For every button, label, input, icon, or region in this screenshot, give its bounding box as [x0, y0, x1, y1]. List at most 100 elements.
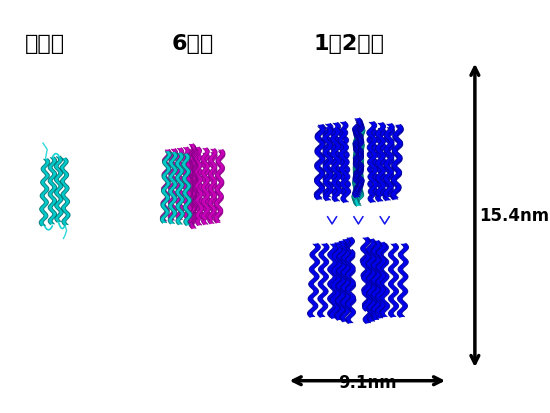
- Polygon shape: [355, 131, 362, 204]
- Polygon shape: [380, 244, 388, 318]
- Polygon shape: [189, 154, 196, 226]
- Polygon shape: [353, 121, 364, 195]
- Text: 15.4nm: 15.4nm: [480, 207, 549, 225]
- Polygon shape: [208, 152, 217, 224]
- Polygon shape: [342, 249, 349, 322]
- Polygon shape: [354, 128, 363, 201]
- Polygon shape: [177, 154, 183, 225]
- Polygon shape: [316, 127, 323, 200]
- Polygon shape: [385, 124, 392, 198]
- Polygon shape: [353, 122, 364, 196]
- Polygon shape: [336, 241, 346, 315]
- Polygon shape: [362, 250, 371, 323]
- Polygon shape: [377, 245, 384, 319]
- Polygon shape: [182, 147, 192, 220]
- Text: 9.1nm: 9.1nm: [338, 374, 397, 392]
- Polygon shape: [346, 238, 354, 311]
- Polygon shape: [317, 244, 329, 318]
- Polygon shape: [189, 156, 195, 228]
- Polygon shape: [397, 244, 409, 318]
- Polygon shape: [50, 158, 55, 225]
- Polygon shape: [54, 157, 63, 223]
- Polygon shape: [362, 238, 370, 311]
- Polygon shape: [353, 131, 364, 205]
- Polygon shape: [187, 149, 198, 221]
- Polygon shape: [370, 244, 378, 318]
- Polygon shape: [340, 123, 348, 196]
- Polygon shape: [376, 128, 386, 202]
- Polygon shape: [368, 123, 376, 196]
- Polygon shape: [353, 133, 364, 207]
- Polygon shape: [376, 123, 386, 197]
- Polygon shape: [340, 130, 349, 203]
- Polygon shape: [169, 150, 176, 221]
- Polygon shape: [168, 152, 178, 224]
- Polygon shape: [188, 157, 198, 229]
- Polygon shape: [346, 250, 354, 323]
- Polygon shape: [367, 129, 378, 203]
- Polygon shape: [338, 244, 345, 318]
- Polygon shape: [332, 123, 340, 197]
- Polygon shape: [383, 127, 394, 202]
- Polygon shape: [392, 127, 401, 200]
- Polygon shape: [195, 154, 202, 226]
- Polygon shape: [162, 152, 169, 223]
- Polygon shape: [187, 152, 198, 224]
- Polygon shape: [375, 245, 386, 319]
- Polygon shape: [189, 157, 196, 229]
- Polygon shape: [338, 129, 350, 203]
- Polygon shape: [188, 147, 197, 220]
- Polygon shape: [189, 146, 195, 218]
- Polygon shape: [161, 152, 172, 224]
- Polygon shape: [340, 248, 351, 322]
- Polygon shape: [208, 149, 217, 221]
- Polygon shape: [353, 119, 364, 192]
- Polygon shape: [335, 247, 347, 320]
- Polygon shape: [388, 244, 399, 318]
- Polygon shape: [162, 150, 169, 222]
- Polygon shape: [328, 244, 338, 318]
- Polygon shape: [342, 240, 349, 313]
- Polygon shape: [372, 241, 379, 315]
- Polygon shape: [353, 124, 364, 198]
- Polygon shape: [377, 129, 384, 202]
- Polygon shape: [344, 237, 356, 311]
- Polygon shape: [330, 242, 342, 316]
- Polygon shape: [189, 145, 196, 216]
- Polygon shape: [390, 126, 403, 200]
- Polygon shape: [316, 125, 323, 199]
- Polygon shape: [331, 245, 340, 319]
- Polygon shape: [324, 124, 331, 198]
- Polygon shape: [202, 154, 208, 225]
- Polygon shape: [360, 250, 373, 324]
- Polygon shape: [355, 133, 361, 206]
- Polygon shape: [323, 127, 333, 202]
- Polygon shape: [193, 147, 204, 220]
- Polygon shape: [209, 153, 215, 224]
- Polygon shape: [183, 148, 190, 219]
- Polygon shape: [338, 122, 350, 196]
- Polygon shape: [177, 149, 183, 220]
- Text: 1　2量体: 1 2量体: [314, 34, 385, 54]
- Polygon shape: [189, 150, 196, 221]
- Polygon shape: [361, 237, 372, 311]
- Polygon shape: [214, 150, 225, 222]
- Polygon shape: [169, 153, 176, 224]
- Polygon shape: [56, 157, 62, 223]
- Polygon shape: [399, 244, 406, 318]
- Polygon shape: [368, 244, 381, 318]
- Polygon shape: [368, 130, 376, 203]
- Polygon shape: [183, 154, 190, 226]
- Polygon shape: [48, 158, 57, 225]
- Polygon shape: [354, 129, 362, 203]
- Polygon shape: [61, 159, 68, 225]
- Polygon shape: [355, 123, 361, 196]
- Polygon shape: [366, 239, 377, 313]
- Polygon shape: [337, 241, 344, 315]
- Polygon shape: [39, 159, 50, 227]
- Polygon shape: [371, 241, 381, 315]
- Polygon shape: [355, 121, 362, 194]
- Polygon shape: [195, 148, 202, 219]
- Polygon shape: [376, 243, 384, 316]
- Polygon shape: [372, 247, 379, 320]
